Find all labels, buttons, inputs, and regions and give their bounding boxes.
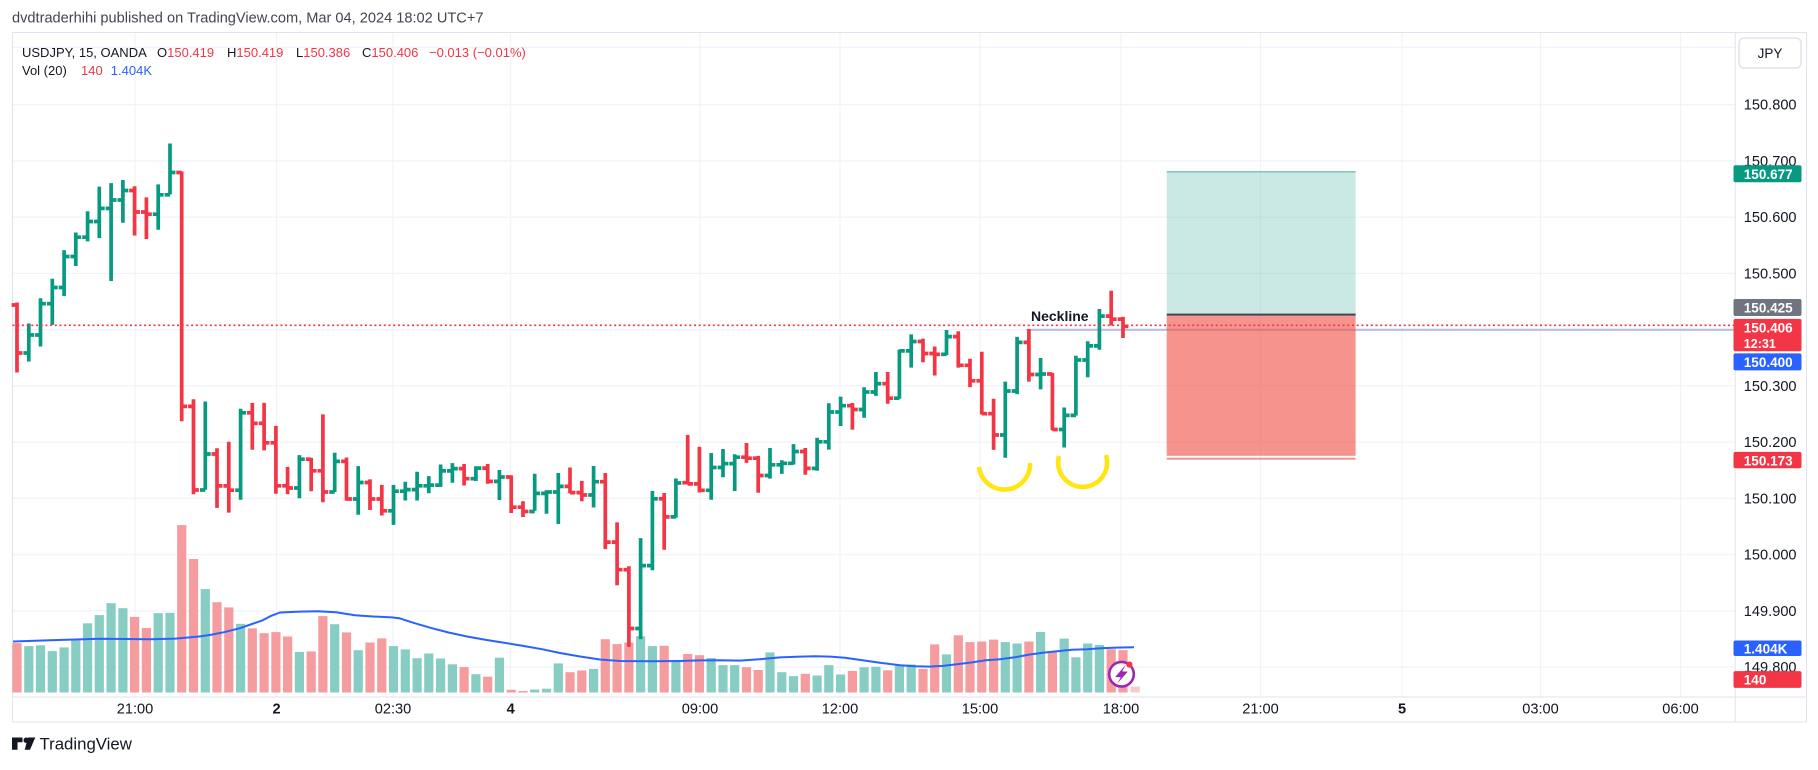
svg-text:1.404K: 1.404K [111, 63, 153, 78]
svg-text:150.406: 150.406 [1744, 321, 1793, 336]
svg-text:140: 140 [81, 63, 103, 78]
svg-text:150.500: 150.500 [1744, 266, 1797, 282]
svg-text:USDJPY, 15, OANDA: USDJPY, 15, OANDA [22, 45, 147, 60]
svg-text:150.400: 150.400 [1744, 355, 1793, 370]
svg-text:Vol (20): Vol (20) [22, 63, 67, 78]
svg-text:O150.419: O150.419 [157, 45, 214, 60]
svg-text:02:30: 02:30 [375, 702, 412, 718]
svg-text:12:00: 12:00 [822, 702, 859, 718]
svg-text:21:00: 21:00 [117, 702, 154, 718]
svg-text:140: 140 [1744, 673, 1767, 688]
svg-text:C150.406: C150.406 [362, 45, 418, 60]
svg-text:−0.013 (−0.01%): −0.013 (−0.01%) [429, 45, 526, 60]
svg-text:150.800: 150.800 [1744, 98, 1797, 114]
svg-text:2: 2 [272, 702, 280, 718]
svg-text:150.677: 150.677 [1744, 167, 1793, 182]
svg-text:150.100: 150.100 [1744, 491, 1797, 507]
svg-text:L150.386: L150.386 [296, 45, 350, 60]
svg-text:150.000: 150.000 [1744, 548, 1797, 564]
svg-text:H150.419: H150.419 [227, 45, 283, 60]
svg-text:150.425: 150.425 [1744, 301, 1793, 316]
svg-text:1.404K: 1.404K [1744, 641, 1788, 656]
svg-text:dvdtraderhihi published on Tra: dvdtraderhihi published on TradingView.c… [12, 11, 483, 27]
svg-text:06:00: 06:00 [1662, 702, 1699, 718]
svg-text:03:00: 03:00 [1522, 702, 1559, 718]
svg-text:150.173: 150.173 [1744, 453, 1793, 468]
svg-text:TradingView: TradingView [40, 735, 133, 754]
svg-text:18:00: 18:00 [1103, 702, 1140, 718]
svg-text:150.200: 150.200 [1744, 435, 1797, 451]
svg-text:150.600: 150.600 [1744, 210, 1797, 226]
svg-text:15:00: 15:00 [962, 702, 999, 718]
svg-text:150.300: 150.300 [1744, 379, 1797, 395]
svg-text:Neckline: Neckline [1031, 308, 1089, 324]
svg-text:12:31: 12:31 [1744, 337, 1776, 351]
svg-text:5: 5 [1398, 702, 1406, 718]
svg-text:21:00: 21:00 [1242, 702, 1279, 718]
svg-text:4: 4 [507, 702, 516, 718]
svg-text:149.900: 149.900 [1744, 604, 1797, 620]
svg-text:09:00: 09:00 [682, 702, 719, 718]
svg-text:JPY: JPY [1758, 46, 1783, 61]
